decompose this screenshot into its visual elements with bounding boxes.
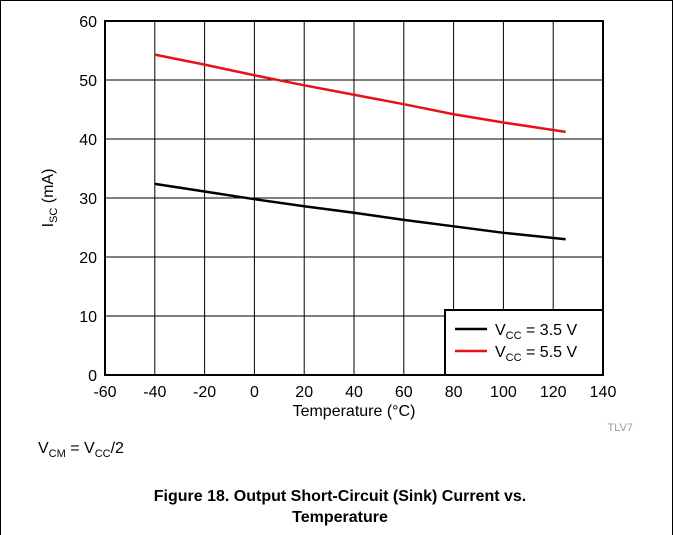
- x-tick-label: 60: [395, 384, 413, 401]
- y-tick-label: 40: [79, 132, 97, 149]
- x-tick-label: 20: [295, 384, 313, 401]
- x-tick-label: -20: [193, 384, 216, 401]
- series-line-1: [154, 182, 566, 241]
- x-tick-label: 120: [540, 384, 567, 401]
- x-tick-label: 0: [250, 384, 259, 401]
- x-tick-label: 140: [590, 384, 617, 401]
- x-tick-label: 40: [345, 384, 363, 401]
- caption-line-1: Figure 18. Output Short-Circuit (Sink) C…: [153, 488, 527, 505]
- frame-left-border: [0, 0, 1, 535]
- note-v: V: [38, 440, 49, 457]
- chart: -60 -40 -20 0 20 40 60 80 100 120 140 0 10 20 30 40 50 60…: [40, 14, 633, 434]
- y-tick-label: 0: [88, 368, 97, 385]
- y-tick-label: 60: [79, 14, 97, 31]
- x-tick-label: -60: [93, 384, 116, 401]
- y-axis-label: ISC (mA): [40, 169, 60, 228]
- x-tick-label: -40: [143, 384, 166, 401]
- figure-caption: Figure 18. Output Short-Circuit (Sink) C…: [100, 486, 580, 528]
- y-tick-label: 20: [79, 250, 97, 267]
- y-tick-label: 10: [79, 309, 97, 326]
- y-tick-label: 50: [79, 73, 97, 90]
- frame-top-border: [0, 0, 673, 1]
- x-axis-label: Temperature (°C): [293, 403, 416, 420]
- note-div: /2: [110, 440, 124, 457]
- note-cc-sub: CC: [94, 448, 111, 461]
- figure-ref-code: TLV7: [608, 422, 633, 434]
- x-tick-label: 80: [445, 384, 463, 401]
- legend-label-2: VCC = 5.5 V: [495, 344, 577, 364]
- note-v-sub: CM: [48, 448, 66, 461]
- condition-note: VCM = VCC/2: [38, 440, 124, 460]
- note-eq: = V: [65, 440, 95, 457]
- x-tick-label: 100: [490, 384, 517, 401]
- legend-label-1: VCC = 3.5 V: [495, 322, 577, 342]
- caption-line-2: Temperature: [292, 509, 388, 526]
- plot-area-border: [104, 20, 604, 376]
- legend-box: [444, 309, 604, 376]
- series-line-2: [154, 53, 566, 134]
- y-tick-label: 30: [79, 191, 97, 208]
